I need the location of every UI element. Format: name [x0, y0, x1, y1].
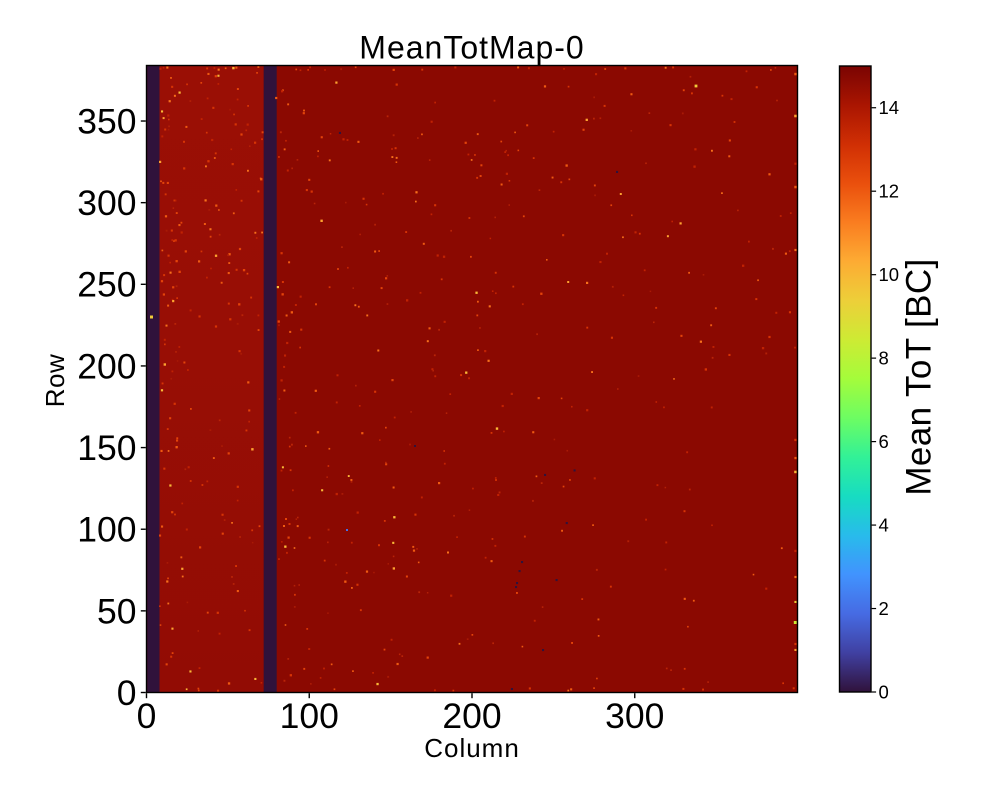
svg-text:Row: Row	[40, 354, 70, 408]
svg-text:14: 14	[879, 97, 900, 118]
svg-text:0: 0	[117, 673, 137, 713]
svg-text:MeanTotMap-0: MeanTotMap-0	[359, 30, 584, 66]
svg-text:150: 150	[77, 428, 136, 468]
svg-text:Column: Column	[424, 733, 520, 763]
svg-text:200: 200	[442, 696, 501, 736]
svg-text:0: 0	[137, 696, 157, 736]
svg-text:4: 4	[879, 515, 889, 536]
svg-text:50: 50	[97, 591, 137, 631]
svg-text:100: 100	[280, 696, 339, 736]
svg-text:350: 350	[77, 101, 136, 141]
svg-text:100: 100	[77, 510, 136, 550]
svg-text:300: 300	[605, 696, 664, 736]
svg-text:2: 2	[879, 598, 889, 619]
svg-text:250: 250	[77, 265, 136, 305]
svg-text:Mean ToT [BC]: Mean ToT [BC]	[900, 258, 939, 495]
svg-text:10: 10	[879, 264, 900, 285]
svg-text:200: 200	[77, 346, 136, 386]
svg-text:6: 6	[879, 431, 889, 452]
svg-text:300: 300	[77, 183, 136, 223]
svg-text:8: 8	[879, 348, 889, 369]
svg-text:0: 0	[879, 681, 889, 702]
svg-text:12: 12	[879, 181, 900, 202]
